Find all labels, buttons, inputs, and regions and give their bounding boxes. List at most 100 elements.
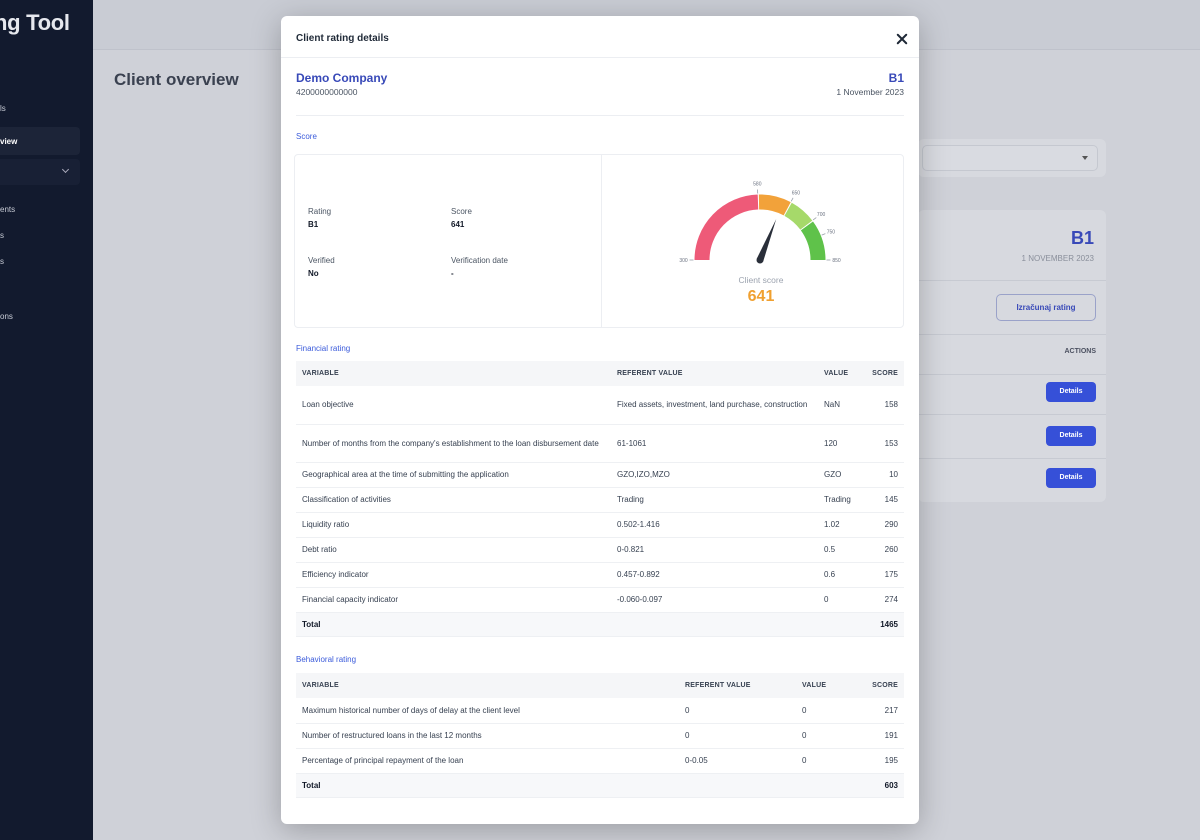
divider [296,115,904,116]
gauge-segment-green [800,221,826,261]
cell-score: 158 [864,386,904,425]
details-button[interactable]: Details [1046,382,1096,402]
divider [918,280,1106,281]
cell-value: 0.6 [818,562,864,588]
table-row: Number of restructured loans in the last… [296,723,904,749]
gauge-tick-label: 650 [792,190,801,196]
client-rating-modal: Client rating details Demo Company 42000… [281,16,919,824]
cell-variable: Debt ratio [296,537,611,563]
cell-score: 145 [864,487,904,513]
divider [918,374,1106,375]
total-label: Total [296,773,849,798]
cell-score: 274 [864,587,904,613]
cell-value: 0 [796,748,849,774]
cell-variable: Maximum historical number of days of del… [296,698,679,724]
verification-date-value: - [451,269,454,278]
cell-referent-value: 0-0.821 [611,537,818,563]
company-name: Demo Company [296,71,388,85]
sidebar-item-5[interactable]: s [0,257,4,266]
client-score-value: 641 [747,288,775,305]
cell-value: 1.02 [818,512,864,538]
cell-score: 153 [864,424,904,463]
actions-header: ACTIONS [1064,348,1097,355]
gauge-tick-label: 580 [753,182,762,188]
page-title: Client overview [114,70,239,89]
cell-variable: Geographical area at the time of submitt… [296,462,611,488]
total-value: 603 [849,773,904,798]
sidebar: ng Tool ls view ents s s ons [0,0,93,840]
col-value: VALUE [796,673,849,698]
cell-variable: Loan objective [296,386,611,425]
cell-variable: Liquidity ratio [296,512,611,538]
cell-variable: Efficiency indicator [296,562,611,588]
total-row: Total 1465 [296,612,904,637]
sidebar-item-3[interactable]: ents [0,205,16,214]
cell-value: GZO [818,462,864,488]
col-value: VALUE [818,361,864,386]
divider [918,334,1106,335]
table-header-row: VARIABLE REFERENT VALUE VALUE SCORE [296,673,904,698]
table-row: Loan objective Fixed assets, investment, … [296,386,904,425]
gauge-tick-label: 300 [679,258,688,264]
cell-referent-value: 0 [679,698,796,724]
modal-header: Client rating details [281,16,919,58]
table-row: Liquidity ratio 0.502-1.416 1.02 290 [296,512,904,538]
table-row: Debt ratio 0-0.821 0.5 260 [296,537,904,563]
sidebar-item-4[interactable]: s [0,231,4,240]
gauge-needle-hub [756,256,764,264]
gauge-segment-lightgreen [784,202,813,230]
total-value: 1465 [864,612,904,637]
select-field[interactable] [922,145,1098,171]
table-row: Classification of activities Trading Tradi… [296,487,904,513]
cell-referent-value: Trading [611,487,818,513]
sidebar-item-1[interactable]: ls [0,104,6,113]
gauge-needle [756,219,777,262]
cell-referent-value: 0.502-1.416 [611,512,818,538]
cell-variable: Number of restructured loans in the last… [296,723,679,749]
cell-score: 191 [849,723,904,749]
verification-date-label: Verification date [451,256,508,265]
cell-score: 260 [864,537,904,563]
cell-variable: Classification of activities [296,487,611,513]
close-icon[interactable] [895,32,909,46]
caret-down-icon [1082,156,1088,160]
client-score-label: Client score [738,275,784,285]
table-row: Financial capacity indicator -0.060-0.097… [296,587,904,613]
company-rating: B1 [888,71,904,85]
cell-referent-value: 0 [679,723,796,749]
table-header-row: VARIABLE REFERENT VALUE VALUE SCORE [296,361,904,386]
sidebar-item-group[interactable] [0,159,80,185]
cell-value: 0 [796,723,849,749]
details-button[interactable]: Details [1046,468,1096,488]
gauge-tick [821,233,826,236]
cell-value: Trading [818,487,864,513]
sidebar-item-overview[interactable]: view [0,127,80,155]
col-variable: VARIABLE [296,673,679,698]
cell-score: 195 [849,748,904,774]
background-rating-card: B1 1 NOVEMBER 2023 Izračunaj rating ACTI… [918,210,1106,502]
divider [918,414,1106,415]
cell-referent-value: GZO,IZO,MZO [611,462,818,488]
cell-referent-value: Fixed assets, investment, land purchase,… [611,386,818,425]
gauge-tick [812,217,817,221]
panel-divider [601,155,602,327]
details-button[interactable]: Details [1046,426,1096,446]
behavioral-section-label: Behavioral rating [296,655,357,664]
col-referent-value: REFERENT VALUE [611,361,818,386]
background-select[interactable] [918,139,1106,177]
table-row: Percentage of principal repayment of the… [296,748,904,774]
calculate-rating-button[interactable]: Izračunaj rating [996,294,1096,321]
sidebar-item-6[interactable]: ons [0,312,13,321]
cell-score: 175 [864,562,904,588]
gauge-segment-red [694,194,759,261]
score-section-label: Score [296,132,317,141]
verified-value: No [308,269,319,278]
table-row: Number of months from the company's esta… [296,424,904,463]
rating-label: Rating [308,207,332,216]
card-date: 1 NOVEMBER 2023 [1021,254,1094,263]
col-score: SCORE [849,673,904,698]
behavioral-rating-table: VARIABLE REFERENT VALUE VALUE SCORE Maxi… [296,673,904,798]
score-panel: Rating B1 Score 641 Verified No Verifica… [294,154,904,328]
cell-referent-value: 0-0.05 [679,748,796,774]
col-variable: VARIABLE [296,361,611,386]
